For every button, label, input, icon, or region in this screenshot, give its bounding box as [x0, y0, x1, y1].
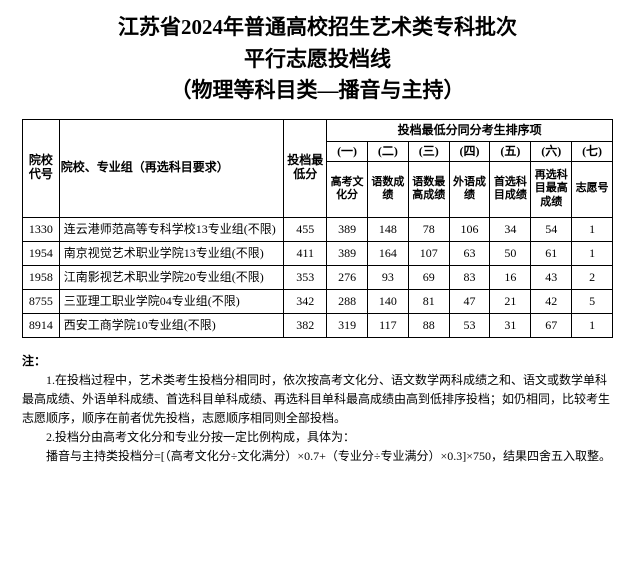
cell-tie: 42 — [531, 289, 572, 313]
cell-code: 8914 — [23, 313, 60, 337]
score-table: 院校代号 院校、专业组（再选科目要求） 投档最低分 投档最低分同分考生排序项 (… — [22, 119, 613, 338]
title-line-3: （物理等科目类—播音与主持） — [22, 75, 613, 107]
cell-tie: 53 — [449, 313, 490, 337]
cell-tie: 319 — [327, 313, 368, 337]
cell-tie: 50 — [490, 241, 531, 265]
cell-tie: 389 — [327, 241, 368, 265]
cell-tie: 31 — [490, 313, 531, 337]
cell-tie: 106 — [449, 217, 490, 241]
cell-tie: 21 — [490, 289, 531, 313]
cell-tie: 61 — [531, 241, 572, 265]
subhead-num-7: (七) — [572, 141, 613, 161]
cell-tie: 389 — [327, 217, 368, 241]
cell-tie: 67 — [531, 313, 572, 337]
subhead-label-7: 志愿号 — [572, 161, 613, 217]
cell-tie: 63 — [449, 241, 490, 265]
cell-tie: 5 — [572, 289, 613, 313]
cell-code: 1958 — [23, 265, 60, 289]
subhead-label-1: 高考文化分 — [327, 161, 368, 217]
header-score: 投档最低分 — [284, 119, 327, 217]
cell-tie: 47 — [449, 289, 490, 313]
cell-score: 411 — [284, 241, 327, 265]
header-tie-group: 投档最低分同分考生排序项 — [327, 119, 613, 141]
cell-name: 西安工商学院10专业组(不限) — [59, 313, 284, 337]
subhead-label-5: 首选科目成绩 — [490, 161, 531, 217]
cell-tie: 107 — [408, 241, 449, 265]
cell-score: 382 — [284, 313, 327, 337]
cell-tie: 43 — [531, 265, 572, 289]
cell-score: 342 — [284, 289, 327, 313]
cell-name: 南京视觉艺术职业学院13专业组(不限) — [59, 241, 284, 265]
subhead-num-3: (三) — [408, 141, 449, 161]
cell-tie: 140 — [367, 289, 408, 313]
subhead-label-2: 语数成绩 — [367, 161, 408, 217]
notes-title: 注： — [22, 352, 613, 371]
notes-p3: 播音与主持类投档分=[（高考文化分÷文化满分）×0.7+（专业分÷专业满分）×0… — [22, 447, 613, 466]
cell-name: 连云港师范高等专科学校13专业组(不限) — [59, 217, 284, 241]
title-line-2: 平行志愿投档线 — [22, 44, 613, 76]
subhead-label-6: 再选科目最高成绩 — [531, 161, 572, 217]
cell-tie: 34 — [490, 217, 531, 241]
table-row: 8755三亚理工职业学院04专业组(不限)342288140814721425 — [23, 289, 613, 313]
cell-code: 1954 — [23, 241, 60, 265]
table-row: 8914西安工商学院10专业组(不限)382319117885331671 — [23, 313, 613, 337]
subhead-num-1: (一) — [327, 141, 368, 161]
cell-tie: 2 — [572, 265, 613, 289]
notes-p1: 1.在投档过程中，艺术类考生投档分相同时，依次按高考文化分、语文数学两科成绩之和… — [22, 371, 613, 429]
cell-tie: 93 — [367, 265, 408, 289]
cell-code: 8755 — [23, 289, 60, 313]
cell-tie: 16 — [490, 265, 531, 289]
table-row: 1958江南影视艺术职业学院20专业组(不限)35327693698316432 — [23, 265, 613, 289]
cell-tie: 88 — [408, 313, 449, 337]
cell-name: 三亚理工职业学院04专业组(不限) — [59, 289, 284, 313]
cell-tie: 83 — [449, 265, 490, 289]
cell-tie: 164 — [367, 241, 408, 265]
cell-tie: 117 — [367, 313, 408, 337]
table-row: 1330连云港师范高等专科学校13专业组(不限)4553891487810634… — [23, 217, 613, 241]
cell-tie: 276 — [327, 265, 368, 289]
cell-tie: 1 — [572, 241, 613, 265]
subhead-num-2: (二) — [367, 141, 408, 161]
subhead-num-5: (五) — [490, 141, 531, 161]
cell-tie: 81 — [408, 289, 449, 313]
subhead-label-3: 语数最高成绩 — [408, 161, 449, 217]
cell-code: 1330 — [23, 217, 60, 241]
cell-tie: 78 — [408, 217, 449, 241]
cell-tie: 1 — [572, 217, 613, 241]
cell-score: 353 — [284, 265, 327, 289]
cell-tie: 1 — [572, 313, 613, 337]
header-code: 院校代号 — [23, 119, 60, 217]
cell-tie: 288 — [327, 289, 368, 313]
cell-score: 455 — [284, 217, 327, 241]
title-line-1: 江苏省2024年普通高校招生艺术类专科批次 — [22, 12, 613, 44]
cell-tie: 54 — [531, 217, 572, 241]
subhead-label-4: 外语成绩 — [449, 161, 490, 217]
table-row: 1954南京视觉艺术职业学院13专业组(不限)41138916410763506… — [23, 241, 613, 265]
subhead-num-6: (六) — [531, 141, 572, 161]
cell-name: 江南影视艺术职业学院20专业组(不限) — [59, 265, 284, 289]
page-title: 江苏省2024年普通高校招生艺术类专科批次 平行志愿投档线 （物理等科目类—播音… — [22, 12, 613, 107]
notes-section: 注： 1.在投档过程中，艺术类考生投档分相同时，依次按高考文化分、语文数学两科成… — [22, 352, 613, 467]
cell-tie: 148 — [367, 217, 408, 241]
notes-p2: 2.投档分由高考文化分和专业分按一定比例构成，具体为： — [22, 428, 613, 447]
cell-tie: 69 — [408, 265, 449, 289]
subhead-num-4: (四) — [449, 141, 490, 161]
header-name: 院校、专业组（再选科目要求） — [59, 119, 284, 217]
